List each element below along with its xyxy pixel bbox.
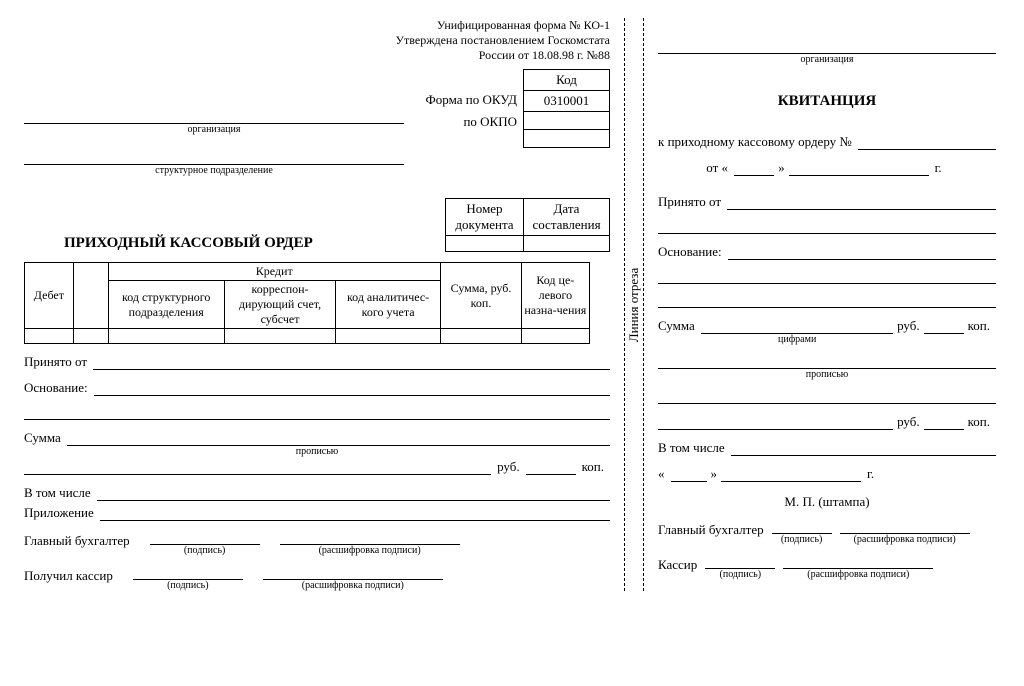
- order-panel: Унифицированная форма № КО-1 Утверждена …: [24, 18, 624, 591]
- org-sub: организация: [24, 124, 404, 135]
- cashier-sign[interactable]: [133, 566, 243, 580]
- chief-sig: Главный бухгалтер (подпись) (расшифровка…: [24, 531, 610, 556]
- th-c3: код аналитичес-кого учета: [336, 281, 441, 329]
- r-order-label: к приходному кассовому ордеру №: [658, 134, 858, 150]
- chief-label: Главный бухгалтер: [24, 531, 130, 549]
- r-sum-digits[interactable]: [701, 320, 893, 334]
- r-from-row: Принято от: [658, 194, 996, 210]
- kop-field[interactable]: [526, 461, 576, 475]
- docdate-value[interactable]: [524, 236, 610, 252]
- basis-field-2[interactable]: [24, 402, 610, 420]
- th-sum: Сумма, руб. коп.: [440, 263, 521, 329]
- r-sum-row: Сумма руб. коп.: [658, 318, 996, 334]
- r-month[interactable]: [789, 162, 929, 176]
- r-sum-words-2[interactable]: [658, 386, 996, 404]
- attach-label: Приложение: [24, 505, 100, 521]
- kop-label: коп.: [576, 459, 610, 475]
- docnum-box: Номер документа Дата составления: [445, 198, 610, 252]
- okud-value: 0310001: [524, 91, 610, 112]
- unit-sub: структурное подразделение: [24, 165, 404, 176]
- r-chief-sig: Главный бухгалтер (подпись) (расшифровка…: [658, 520, 996, 545]
- receipt-panel: организация КВИТАНЦИЯ к приходному кассо…: [644, 18, 996, 591]
- attach-row: Приложение: [24, 505, 610, 521]
- okud-label: Форма по ОКУД: [426, 89, 518, 111]
- r-day[interactable]: [734, 162, 774, 176]
- cut-line: Линия отреза: [624, 18, 644, 591]
- r-incl[interactable]: [731, 442, 996, 456]
- sum-row: Сумма: [24, 430, 610, 446]
- order-title: ПРИХОДНЫЙ КАССОВЫЙ ОРДЕР: [24, 235, 445, 252]
- r-from[interactable]: [727, 196, 996, 210]
- r-rubkop-row: руб. коп.: [658, 414, 996, 430]
- th-debit: Дебет: [25, 263, 74, 329]
- r-date-row: от « » г.: [658, 160, 996, 176]
- th-c1: код структурного подразделения: [108, 281, 224, 329]
- th-credit: Кредит: [108, 263, 440, 281]
- rub-label: руб.: [491, 459, 526, 475]
- docnum-head: Номер документа: [446, 199, 524, 236]
- docnum-value[interactable]: [446, 236, 524, 252]
- docdate-head: Дата составления: [524, 199, 610, 236]
- th-target: Код це-левого назна-чения: [522, 263, 589, 329]
- code-head: Код: [524, 70, 610, 91]
- code-box: Код 0310001: [523, 69, 610, 148]
- cashier-decode[interactable]: [263, 566, 443, 580]
- org-line[interactable]: [24, 108, 404, 124]
- okpo-label: по ОКПО: [426, 111, 518, 133]
- extra-code[interactable]: [524, 130, 610, 148]
- basis-label: Основание:: [24, 380, 94, 396]
- from-label: Принято от: [24, 354, 93, 370]
- chief-sign[interactable]: [150, 531, 260, 545]
- r-order-row: к приходному кассовому ордеру №: [658, 134, 996, 150]
- okpo-value[interactable]: [524, 112, 610, 130]
- hdr-line: Утверждена постановлением Госкомстата: [24, 33, 610, 48]
- receipt-title: КВИТАНЦИЯ: [658, 93, 996, 110]
- cashier-got-label: Получил кассир: [24, 566, 113, 584]
- incl-label: В том числе: [24, 485, 97, 501]
- incl-row: В том числе: [24, 485, 610, 501]
- attach-field[interactable]: [100, 507, 610, 521]
- hdr-line: России от 18.08.98 г. №88: [24, 48, 610, 63]
- r-incl-row: В том числе: [658, 440, 996, 456]
- cut-label: Линия отреза: [626, 267, 642, 341]
- r-sum-kop[interactable]: [924, 320, 964, 334]
- sum-words-2[interactable]: [24, 461, 491, 475]
- unit-line[interactable]: [24, 149, 404, 165]
- r-cashier-sig: Кассир (подпись) (расшифровка подписи): [658, 555, 996, 580]
- r-from-2[interactable]: [658, 216, 996, 234]
- r-basis-row: Основание:: [658, 244, 996, 260]
- from-row: Принято от: [24, 354, 610, 370]
- r-basis[interactable]: [728, 246, 996, 260]
- basis-field[interactable]: [94, 382, 610, 396]
- hdr-line: Унифицированная форма № КО-1: [24, 18, 610, 33]
- accounting-table: Дебет Кредит Сумма, руб. коп. Код це-лев…: [24, 262, 610, 344]
- sum-field[interactable]: [67, 432, 610, 446]
- form-header: Унифицированная форма № КО-1 Утверждена …: [24, 18, 610, 63]
- r-date2-row: « » г.: [658, 466, 996, 482]
- r-basis-2[interactable]: [658, 266, 996, 284]
- r-org-line[interactable]: [658, 38, 996, 54]
- r-org-sub: организация: [658, 54, 996, 65]
- r-order-num[interactable]: [858, 136, 996, 150]
- from-field[interactable]: [93, 356, 610, 370]
- basis-row: Основание:: [24, 380, 610, 396]
- cashier-sig: Получил кассир (подпись) (расшифровка по…: [24, 566, 610, 591]
- r-basis-3[interactable]: [658, 290, 996, 308]
- incl-field[interactable]: [97, 487, 610, 501]
- stamp-label: М. П. (штампа): [658, 494, 996, 510]
- r-ot: от «: [706, 160, 734, 176]
- sum-sub: прописью: [24, 446, 610, 457]
- chief-decode[interactable]: [280, 531, 460, 545]
- r-sum-words[interactable]: [658, 351, 996, 369]
- th-c2: корреспон-дирующий счет, субсчет: [224, 281, 336, 329]
- sum-label: Сумма: [24, 430, 67, 446]
